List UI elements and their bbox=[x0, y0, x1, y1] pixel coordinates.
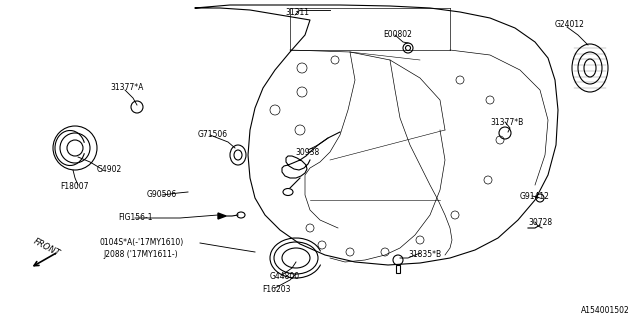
Text: 0104S*A(-'17MY1610): 0104S*A(-'17MY1610) bbox=[100, 238, 184, 247]
Text: 31377*B: 31377*B bbox=[490, 118, 524, 127]
Text: G4902: G4902 bbox=[97, 165, 122, 174]
Text: G71506: G71506 bbox=[198, 130, 228, 139]
Text: FRONT: FRONT bbox=[32, 236, 61, 258]
Text: A154001502: A154001502 bbox=[581, 306, 630, 315]
Text: 30728: 30728 bbox=[528, 218, 552, 227]
Text: 31311: 31311 bbox=[285, 8, 309, 17]
Text: FIG156-1: FIG156-1 bbox=[118, 213, 152, 222]
Text: 30938: 30938 bbox=[295, 148, 319, 157]
Text: 31835*B: 31835*B bbox=[408, 250, 441, 259]
Text: E00802: E00802 bbox=[383, 30, 412, 39]
Text: G44800: G44800 bbox=[270, 272, 300, 281]
Text: G91412: G91412 bbox=[520, 192, 550, 201]
Text: J2088 ('17MY1611-): J2088 ('17MY1611-) bbox=[103, 250, 178, 259]
Text: G24012: G24012 bbox=[555, 20, 585, 29]
Text: F18007: F18007 bbox=[60, 182, 88, 191]
Text: 31377*A: 31377*A bbox=[110, 83, 143, 92]
Polygon shape bbox=[218, 213, 226, 219]
Bar bbox=[396, 265, 400, 273]
Text: G90506: G90506 bbox=[147, 190, 177, 199]
Text: F16203: F16203 bbox=[262, 285, 291, 294]
